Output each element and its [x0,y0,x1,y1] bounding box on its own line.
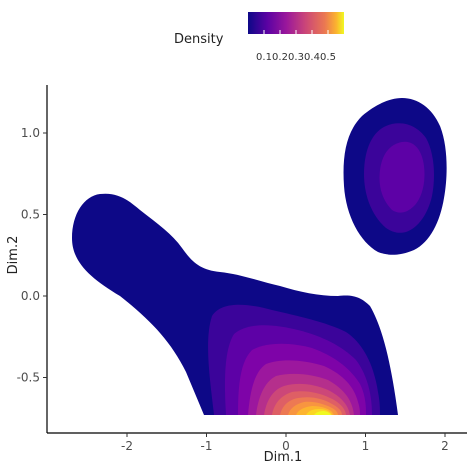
density-contours [72,98,447,415]
contour-upper-level-3 [379,141,425,213]
y-ticks: -0.5 0.0 0.5 1.0 [17,126,47,385]
x-ticks: -2 -1 0 1 2 [121,433,449,453]
legend: Density 0.1 0.2 0.3 0.4 0.5 [174,12,344,63]
legend-ticks: 0.1 0.2 0.3 0.4 0.5 [256,30,336,63]
legend-colorbar [248,12,344,34]
y-tick-label: 1.0 [21,126,40,140]
legend-tick-label: 0.3 [288,52,304,63]
legend-tick-label: 0.4 [304,52,320,63]
x-axis-title: Dim.1 [264,450,303,465]
y-tick-label: -0.5 [17,371,40,385]
axes: -2 -1 0 1 2 -0.5 0.0 0.5 1.0 Dim.1 Dim.2 [6,85,467,465]
y-tick-label: 0.5 [21,208,40,222]
y-axis-title: Dim.2 [6,236,21,275]
contour-lower-level-13 [314,411,331,415]
legend-tick-label: 0.1 [256,52,272,63]
x-tick-label: 2 [441,439,449,453]
x-tick-label: -2 [121,439,133,453]
x-tick-label: 0 [282,439,290,453]
y-tick-label: 0.0 [21,289,40,303]
legend-tick-label: 0.5 [320,52,336,63]
x-tick-label: -1 [201,439,213,453]
legend-tick-label: 0.2 [272,52,288,63]
x-tick-label: 1 [362,439,370,453]
legend-title: Density [174,32,224,47]
